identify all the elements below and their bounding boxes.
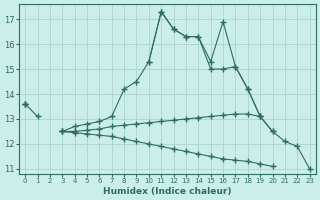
X-axis label: Humidex (Indice chaleur): Humidex (Indice chaleur)	[103, 187, 232, 196]
